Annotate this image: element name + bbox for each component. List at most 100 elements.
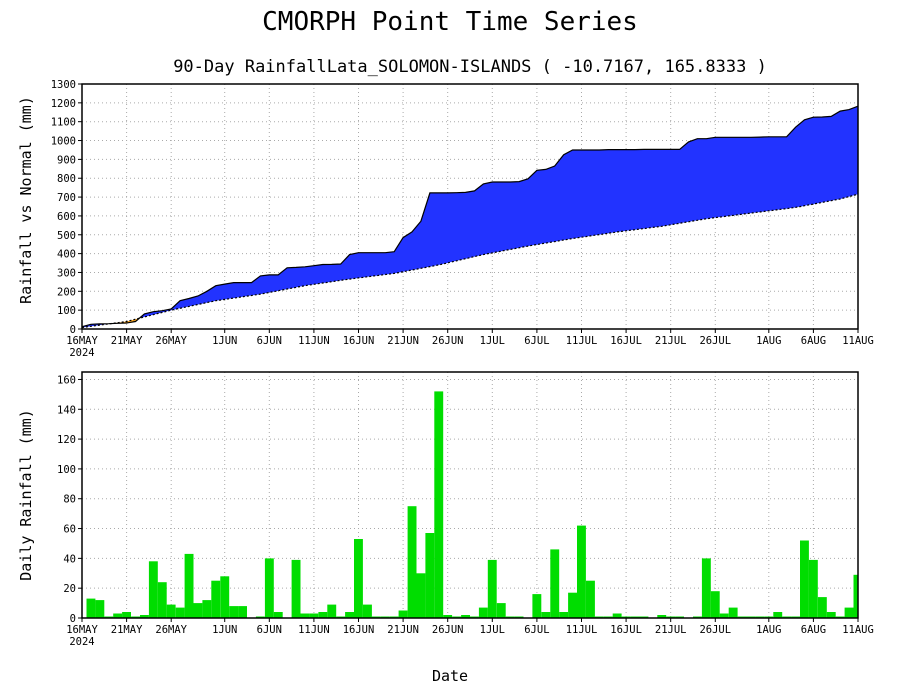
cumulative-xtick-label: 16JUL bbox=[610, 335, 642, 347]
cumulative-xtick-label: 1JUL bbox=[480, 335, 505, 347]
cumulative-xtick-label: 26JUN bbox=[432, 335, 464, 347]
daily-rainfall-bar bbox=[175, 607, 185, 618]
daily-rainfall-bar bbox=[416, 573, 426, 618]
cumulative-xtick-label: 11JUL bbox=[566, 335, 598, 347]
daily-xtick-label: 21MAY bbox=[111, 624, 143, 636]
cumulative-ytick-label: 400 bbox=[57, 249, 76, 261]
daily-ytick-label: 100 bbox=[57, 464, 76, 476]
daily-rainfall-bar bbox=[157, 582, 167, 618]
daily-xtick-label: 16JUN bbox=[343, 624, 375, 636]
cumulative-ytick-label: 200 bbox=[57, 286, 76, 298]
daily-ytick-label: 120 bbox=[57, 434, 76, 446]
daily-rainfall-bar bbox=[184, 553, 194, 618]
daily-xtick-label: 1JUL bbox=[480, 624, 505, 636]
daily-xtick-label: 11AUG bbox=[842, 624, 874, 636]
daily-rainfall-bar bbox=[220, 576, 230, 618]
daily-xtick-label: 16JUL bbox=[610, 624, 642, 636]
daily-xtick-label: 6JUN bbox=[257, 624, 282, 636]
cumulative-xtick-label: 26JUL bbox=[699, 335, 731, 347]
daily-xtick-label: 1AUG bbox=[756, 624, 781, 636]
daily-rainfall-bar bbox=[853, 574, 858, 618]
daily-rainfall-bar bbox=[826, 612, 836, 618]
cumulative-xtick-year: 2024 bbox=[69, 347, 94, 359]
daily-rainfall-bar bbox=[577, 525, 586, 618]
ylabel-daily: Daily Rainfall (mm) bbox=[17, 409, 35, 581]
daily-xtick-label: 11JUL bbox=[566, 624, 598, 636]
cumulative-frame bbox=[81, 83, 859, 330]
daily-rainfall-bar bbox=[354, 539, 363, 618]
daily-rainfall-bar bbox=[425, 533, 435, 618]
cumulative-ytick-label: 700 bbox=[57, 192, 76, 204]
cumulative-ytick-label: 1200 bbox=[51, 98, 76, 110]
daily-rainfall-bar bbox=[478, 607, 488, 618]
daily-ytick-label: 140 bbox=[57, 404, 76, 416]
daily-ytick-label: 80 bbox=[63, 494, 76, 506]
daily-xtick-label: 1JUN bbox=[212, 624, 237, 636]
daily-rainfall-bar bbox=[122, 612, 131, 618]
daily-rainfall-bar bbox=[309, 613, 319, 618]
daily-rainfall-bar bbox=[496, 603, 506, 618]
cumulative-ytick-label: 900 bbox=[57, 154, 76, 166]
daily-rainfall-bar bbox=[710, 591, 720, 618]
daily-rainfall-bar bbox=[487, 559, 497, 618]
daily-rainfall-bar bbox=[327, 604, 337, 618]
daily-rainfall-bar bbox=[193, 603, 203, 618]
daily-rainfall-bar bbox=[148, 561, 158, 618]
cumulative-xtick-label: 11AUG bbox=[842, 335, 874, 347]
cumulative-xtick-label: 6JUL bbox=[524, 335, 549, 347]
daily-xtick-label: 16MAY bbox=[66, 624, 98, 636]
actual-cumulative-line bbox=[81, 105, 859, 328]
daily-rainfall-bar bbox=[701, 558, 711, 618]
daily-rainfall-bar bbox=[586, 580, 595, 618]
daily-ytick-label: 20 bbox=[63, 583, 76, 595]
daily-rainfall-bar bbox=[728, 607, 738, 618]
daily-rainfall-bar bbox=[800, 540, 809, 618]
cumulative-xtick-label: 6AUG bbox=[801, 335, 826, 347]
daily-rainfall-bar bbox=[808, 559, 818, 618]
daily-ytick-label: 0 bbox=[70, 613, 76, 625]
daily-rainfall-bar bbox=[773, 612, 783, 618]
daily-xtick-label: 11JUN bbox=[298, 624, 330, 636]
cumulative-xtick-label: 1JUN bbox=[212, 335, 237, 347]
cumulative-xtick-label: 1AUG bbox=[756, 335, 781, 347]
cumulative-ytick-label: 100 bbox=[57, 305, 76, 317]
daily-rainfall-bar bbox=[113, 613, 123, 618]
cumulative-ytick-label: 800 bbox=[57, 173, 76, 185]
above-normal-area bbox=[137, 106, 858, 320]
daily-rainfall-bar bbox=[291, 559, 301, 618]
daily-xtick-label: 21JUL bbox=[655, 624, 687, 636]
daily-xtick-label: 26MAY bbox=[155, 624, 187, 636]
daily-rainfall-bar bbox=[817, 597, 827, 618]
daily-rainfall-bar bbox=[550, 549, 560, 618]
cumulative-xtick-label: 6JUN bbox=[257, 335, 282, 347]
chart-subtitle: 90-Day RainfallLata_SOLOMON-ISLANDS ( -1… bbox=[173, 57, 767, 77]
cumulative-xtick-label: 16MAY bbox=[66, 335, 98, 347]
daily-rainfall-bar bbox=[166, 604, 176, 618]
cumulative-ytick-label: 300 bbox=[57, 267, 76, 279]
daily-rainfall-bar bbox=[140, 615, 149, 618]
cumulative-ytick-label: 1000 bbox=[51, 136, 76, 148]
daily-rainfall-bar bbox=[568, 592, 577, 618]
daily-rainfall-bar bbox=[318, 612, 328, 618]
daily-frame bbox=[81, 371, 859, 619]
cumulative-ytick-label: 1100 bbox=[51, 117, 76, 129]
daily-rainfall-bar bbox=[345, 612, 354, 618]
daily-xtick-year: 2024 bbox=[69, 636, 94, 648]
cumulative-ytick-label: 0 bbox=[70, 324, 76, 336]
cumulative-ytick-label: 600 bbox=[57, 211, 76, 223]
daily-rainfall-bar bbox=[95, 600, 105, 618]
daily-rainfall-bar bbox=[238, 606, 247, 618]
daily-ytick-label: 60 bbox=[63, 524, 76, 536]
chart-title: CMORPH Point Time Series bbox=[262, 7, 638, 37]
cumulative-xtick-label: 26MAY bbox=[155, 335, 187, 347]
daily-xtick-label: 26JUN bbox=[432, 624, 464, 636]
daily-rainfall-bar bbox=[612, 613, 622, 618]
daily-rainfall-bar bbox=[844, 607, 854, 618]
daily-xtick-label: 21JUN bbox=[387, 624, 419, 636]
ylabel-cumulative: Rainfall vs Normal (mm) bbox=[17, 96, 35, 304]
daily-xtick-label: 26JUL bbox=[699, 624, 731, 636]
daily-xtick-label: 6JUL bbox=[524, 624, 549, 636]
daily-rainfall-bar bbox=[202, 600, 212, 618]
